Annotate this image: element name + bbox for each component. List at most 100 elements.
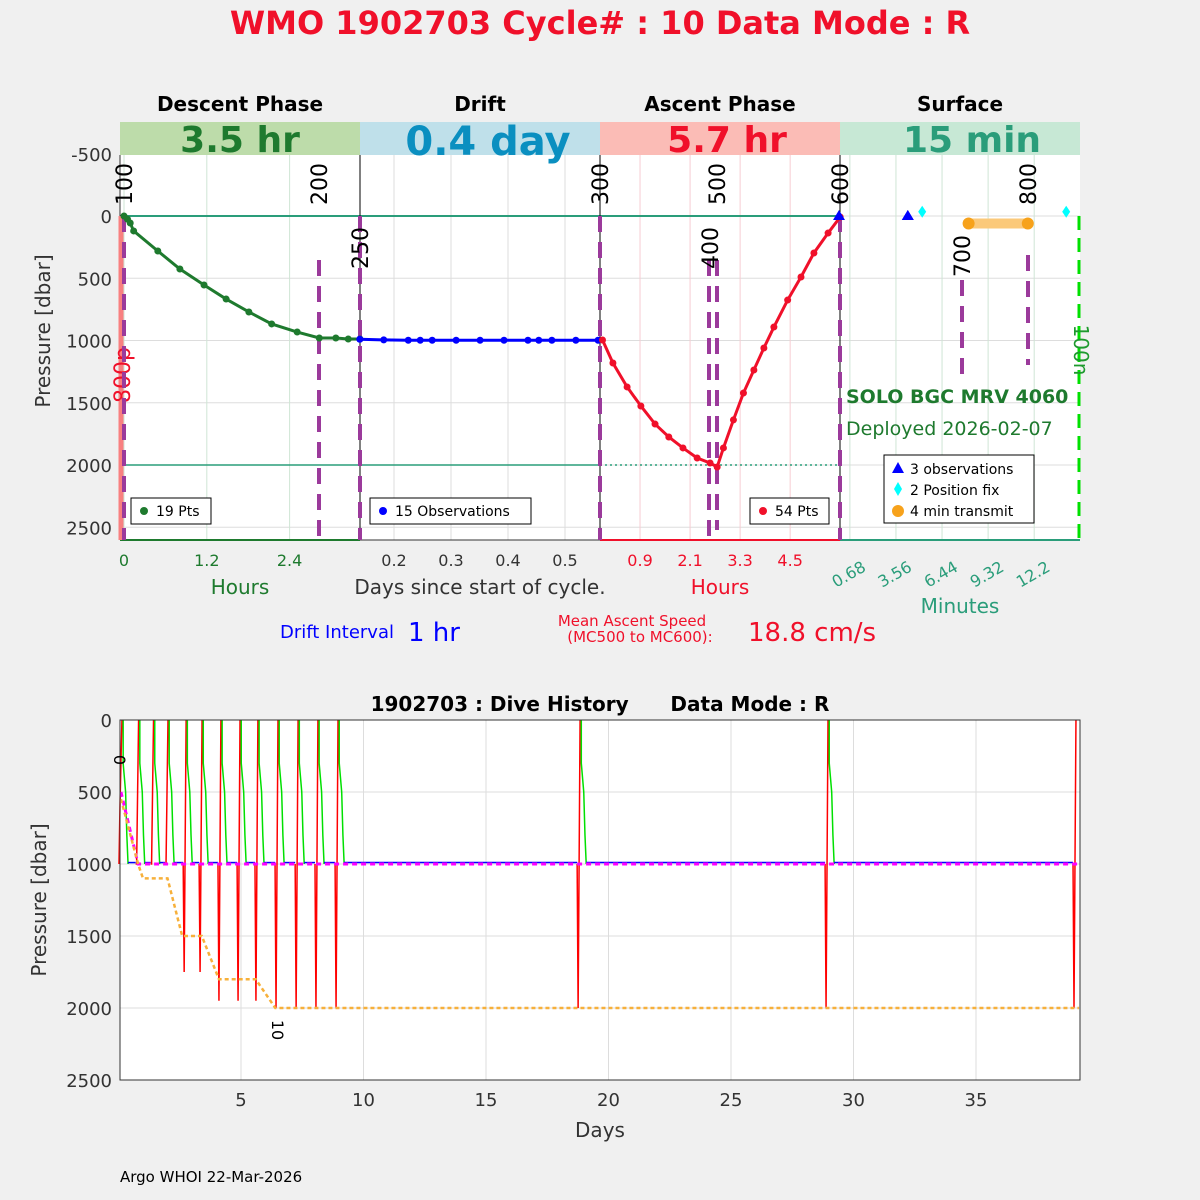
xtick-label: 0.5: [552, 551, 577, 570]
ascent-point: [599, 336, 606, 344]
xtick-label: 0.4: [495, 551, 520, 570]
ytick-label: 0: [101, 711, 112, 732]
descent-trace: [338, 720, 345, 865]
xtick-label: 10: [352, 1090, 375, 1111]
descent-point: [130, 227, 138, 235]
ascent-trace: [576, 719, 581, 1009]
ytick-label: -500: [71, 145, 112, 166]
descent-point: [268, 320, 276, 328]
profile-depth-line: [119, 798, 1079, 1010]
ascent-point: [760, 344, 768, 352]
mc-label: 250: [349, 227, 374, 269]
ascent-trace: [217, 719, 222, 1001]
drift-point: [535, 336, 543, 344]
descent-legend-marker: [140, 507, 148, 515]
observation-marker: [833, 210, 845, 220]
mc-label: 100: [113, 163, 138, 205]
ascent-speed-value: 18.8 cm/s: [748, 618, 876, 648]
transmit-marker: [962, 217, 975, 230]
ascent-trace: [198, 719, 203, 973]
ascent-trace: [254, 719, 259, 1001]
deployed-date: Deployed 2026-02-07: [846, 418, 1053, 440]
ascent-legend-text: 54 Pts: [775, 504, 819, 520]
ytick-label: 500: [78, 783, 112, 804]
surface-legend-transmit: 4 min transmit: [910, 504, 1014, 520]
ascent-point: [651, 420, 659, 428]
xtick-label: 0.68: [829, 557, 869, 591]
right-marker-label: 100n: [1069, 325, 1093, 376]
drift-duration: 0.4 day: [405, 119, 570, 165]
mc-label: 200: [308, 163, 333, 205]
ascent-point: [637, 402, 645, 410]
bottom-ylabel: Pressure [dbar]: [27, 823, 51, 976]
ytick-label: 2000: [66, 999, 112, 1020]
ascent-band: [600, 122, 840, 155]
top-marks: 800p100n100200250300400500600700800: [111, 155, 1093, 541]
descent-xlabel: Hours: [211, 575, 270, 599]
descent-point: [176, 265, 184, 273]
surface-band: [840, 122, 1080, 155]
ascent-trace: [1072, 719, 1077, 1009]
cycle-label-10: 10: [268, 1020, 287, 1040]
ascent-trace: [824, 719, 829, 1009]
descent-band: [120, 122, 360, 155]
xtick-label: 25: [720, 1090, 743, 1111]
drift-point: [476, 336, 484, 344]
cycle-label-0: 0: [110, 755, 129, 765]
drift-point: [416, 336, 424, 344]
surface-header: Surface: [917, 92, 1003, 116]
mc-label: 500: [706, 163, 731, 205]
ascent-trace: [135, 719, 140, 865]
xtick-label: 2.1: [677, 551, 702, 570]
bottom-marks: [118, 719, 1079, 1010]
bottom-ticks: 0 500 1000 1500 2000 2500 5 10 15 20 25 30 35: [66, 711, 987, 1111]
drift-point: [452, 336, 460, 344]
drift-band: [360, 122, 600, 155]
ascent-point: [679, 444, 687, 452]
descent-header: Descent Phase: [157, 92, 323, 116]
observation-marker: [901, 210, 914, 220]
footer: Argo WHOI 22-Mar-2026: [120, 1168, 302, 1186]
xtick-label: 0.2: [381, 551, 406, 570]
xtick-label: 9.32: [967, 557, 1007, 591]
ascent-trace: [294, 719, 299, 1009]
drift-xlabel: Days since start of cycle.: [354, 575, 605, 599]
ascent-point: [824, 229, 832, 237]
xtick-label: 0: [119, 551, 129, 570]
ytick-label: 2500: [66, 1071, 112, 1092]
triangle-icon: [892, 462, 904, 473]
ascent-point: [810, 249, 818, 257]
descent-trace: [828, 720, 835, 865]
descent-trace: [154, 720, 161, 865]
circle-icon: [892, 505, 904, 517]
ascent-point: [770, 323, 778, 331]
descent-trace: [278, 720, 285, 865]
descent-legend-text: 19 Pts: [156, 504, 200, 520]
descent-trace: [139, 720, 146, 865]
drift-point: [380, 336, 388, 344]
drift-legend-marker: [379, 507, 387, 515]
drift-interval-value: 1 hr: [408, 618, 460, 648]
xtick-label: 30: [842, 1090, 865, 1111]
ascent-trace: [314, 719, 319, 1009]
descent-point: [126, 219, 134, 227]
descent-point: [154, 247, 162, 255]
descent-trace: [202, 720, 209, 865]
ascent-point: [706, 459, 714, 467]
ascent-header: Ascent Phase: [644, 92, 795, 116]
descent-point: [222, 295, 230, 303]
ascent-point: [665, 433, 673, 441]
surface-legend: [883, 454, 1035, 524]
xtick-label: 3.3: [727, 551, 752, 570]
descent-trace: [580, 720, 587, 865]
descent-point: [293, 328, 301, 336]
xtick-label: 0.9: [627, 551, 652, 570]
position-fix-marker: [1062, 205, 1071, 218]
mc-label: 700: [951, 235, 976, 277]
xtick-label: 0.3: [438, 551, 463, 570]
drift-point: [524, 336, 532, 344]
mc-label: 300: [589, 163, 614, 205]
bottom-title: 1902703 : Dive History Data Mode : R: [371, 692, 830, 716]
surface-legend-obs: 3 observations: [910, 462, 1013, 478]
